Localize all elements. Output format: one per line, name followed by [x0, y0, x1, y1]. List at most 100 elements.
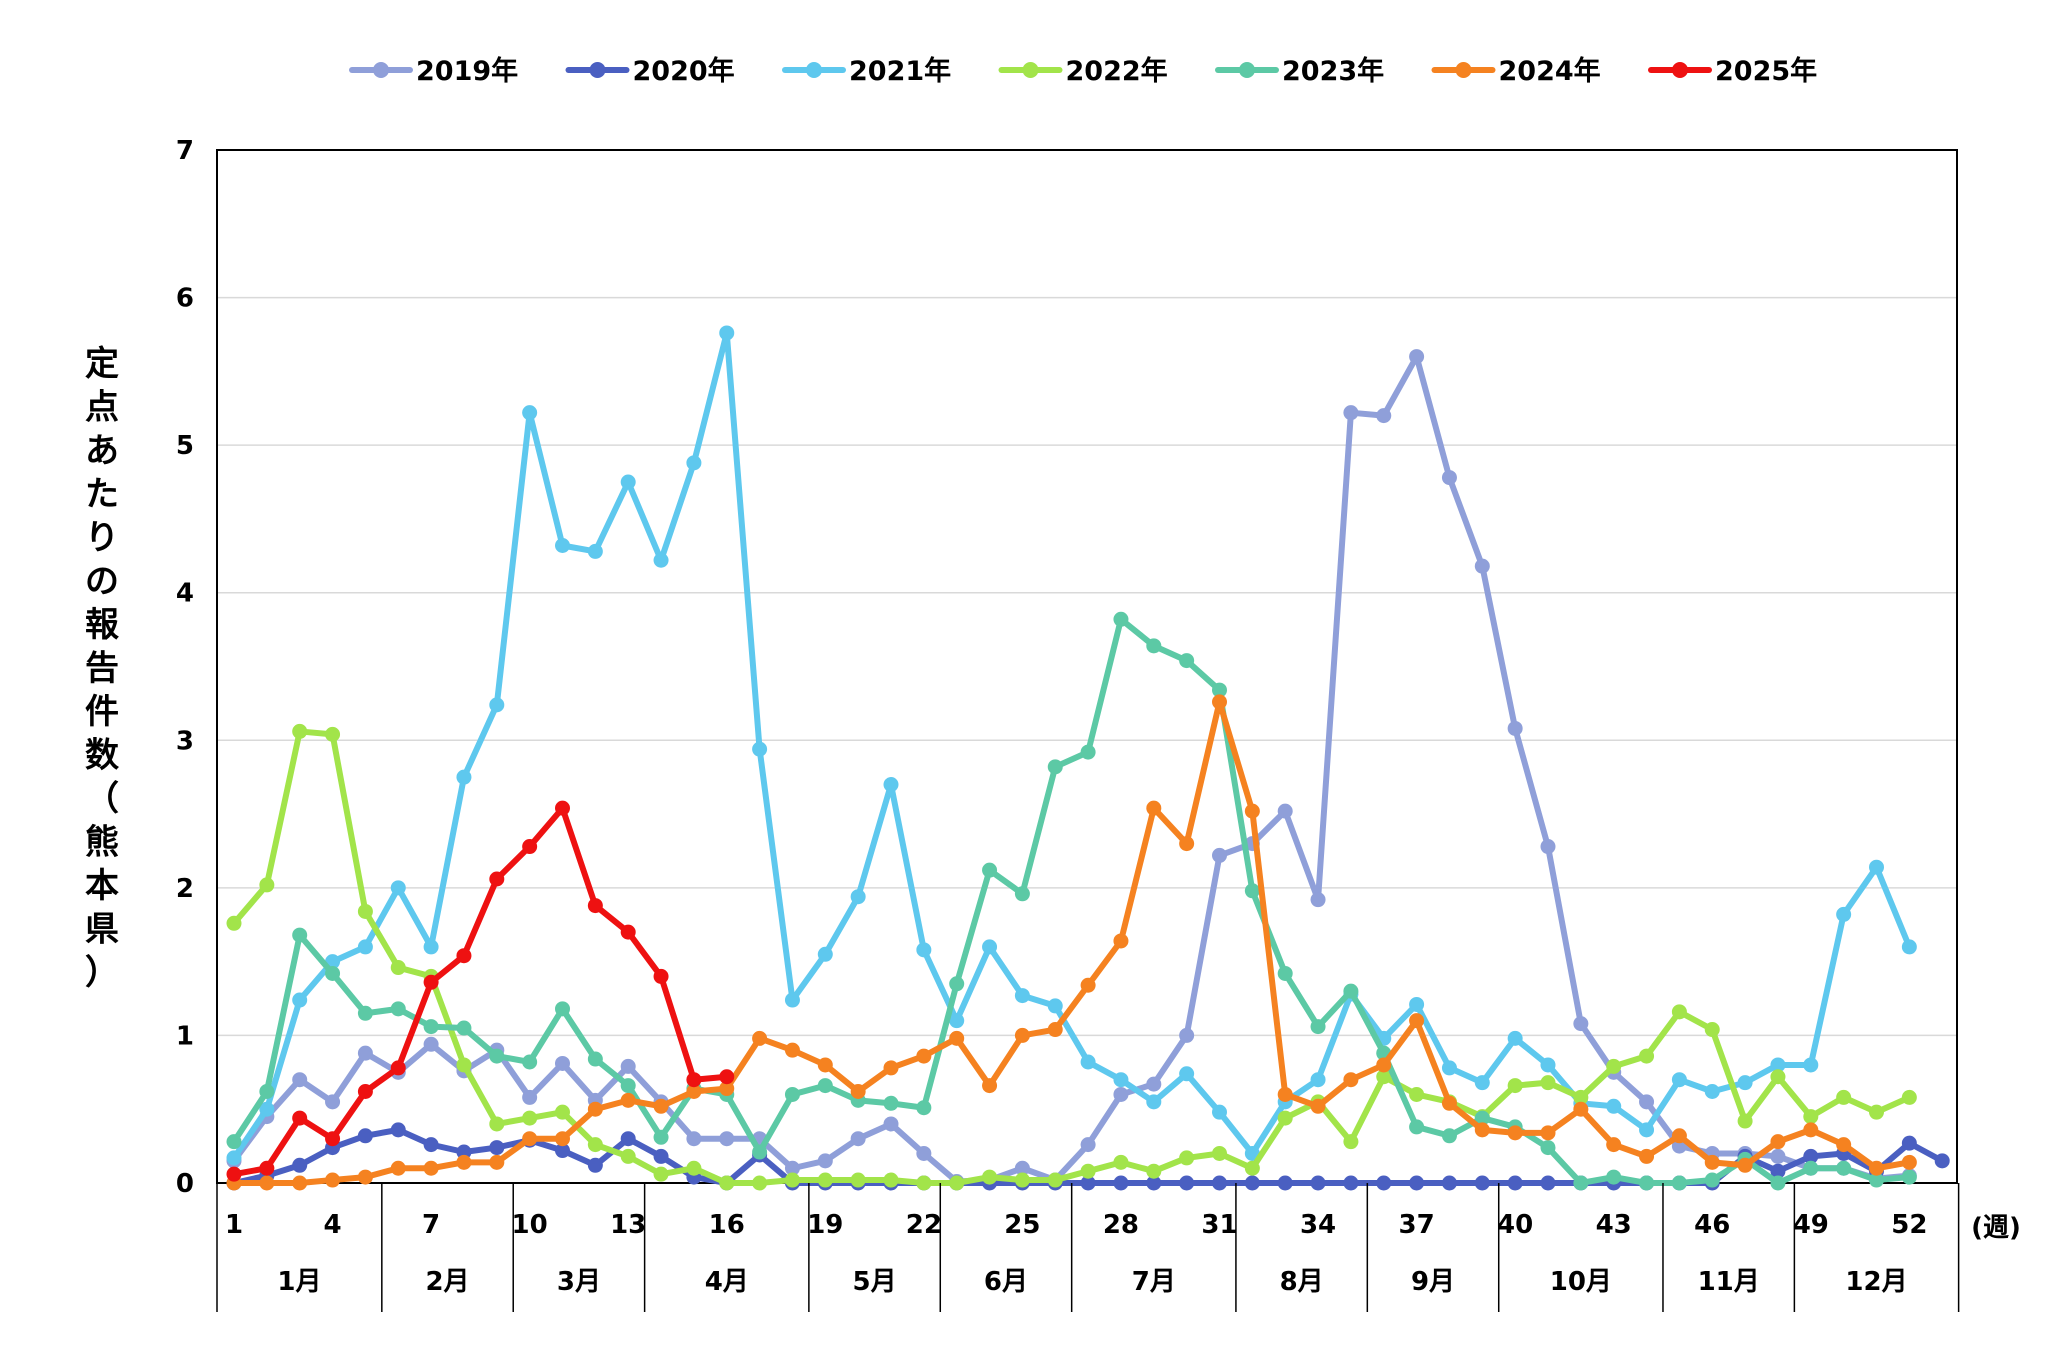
y-tick-label: 1	[176, 1021, 194, 1051]
month-label: 1月	[277, 1267, 321, 1297]
data-point	[1770, 1134, 1786, 1150]
data-point	[817, 1078, 833, 1094]
data-point	[456, 769, 472, 785]
data-point	[1770, 1163, 1786, 1179]
data-point	[555, 1055, 570, 1071]
data-point	[850, 1131, 866, 1147]
data-point	[390, 1060, 406, 1076]
data-point	[1540, 1140, 1556, 1156]
y-tick-label: 6	[176, 284, 194, 314]
data-point	[1441, 1175, 1457, 1191]
y-axis-ticks: 0 1 2 3 4 5 6 7	[176, 136, 194, 1199]
data-point	[1277, 1175, 1293, 1191]
data-point	[1014, 988, 1030, 1004]
data-point	[1441, 1095, 1457, 1111]
data-point	[883, 1116, 899, 1132]
y-tick-label: 0	[176, 1169, 194, 1199]
data-point	[620, 1092, 636, 1108]
data-point	[357, 1128, 373, 1144]
data-point	[620, 1058, 636, 1074]
data-point	[1770, 1069, 1786, 1085]
data-point	[719, 1069, 735, 1085]
data-point	[1146, 800, 1162, 816]
data-point	[390, 1160, 406, 1176]
data-point	[1803, 1109, 1819, 1125]
data-point	[883, 777, 899, 793]
data-point	[1770, 1148, 1786, 1164]
data-point	[555, 537, 570, 553]
data-point	[1146, 1175, 1162, 1191]
data-point	[292, 1072, 308, 1088]
data-point	[226, 1166, 242, 1182]
data-point	[1474, 1075, 1490, 1091]
x-tick-label: 49	[1793, 1210, 1829, 1240]
data-point	[555, 1001, 570, 1017]
data-point	[653, 552, 669, 568]
data-point	[752, 1175, 768, 1191]
data-point	[883, 1172, 899, 1188]
data-point	[1639, 1094, 1655, 1110]
series-line	[231, 698, 1913, 1186]
data-point	[883, 1060, 899, 1076]
data-point	[259, 1160, 275, 1176]
data-point	[325, 1131, 341, 1147]
data-point	[620, 1148, 636, 1164]
data-point	[949, 976, 965, 992]
data-point	[916, 1145, 932, 1161]
data-point	[1376, 1175, 1392, 1191]
legend-item: 2023年	[1215, 55, 1384, 87]
data-point	[1343, 1175, 1359, 1191]
data-point	[982, 1078, 998, 1094]
plot-area-border	[216, 149, 1958, 1184]
data-point	[259, 1084, 275, 1100]
data-point	[1639, 1148, 1655, 1164]
data-point	[1573, 1101, 1589, 1117]
data-point	[357, 1084, 373, 1100]
data-point	[1376, 1069, 1392, 1085]
data-point	[1901, 1154, 1917, 1170]
data-point	[949, 1175, 965, 1191]
data-point	[1113, 933, 1129, 949]
legend-swatch-marker	[373, 62, 389, 78]
data-point	[1540, 1125, 1556, 1141]
data-point	[1310, 892, 1326, 908]
data-point	[357, 939, 373, 955]
y-tick-label: 5	[176, 431, 194, 461]
month-label: 11月	[1698, 1267, 1760, 1297]
data-point	[1540, 1075, 1556, 1091]
y-tick-label: 3	[176, 726, 194, 756]
legend-item: 2025年	[1648, 55, 1817, 87]
legend-label: 2022年	[1066, 55, 1168, 87]
data-point	[916, 1175, 932, 1191]
data-point	[1770, 1175, 1786, 1191]
data-point	[719, 1081, 735, 1097]
data-point	[719, 1131, 735, 1147]
data-point	[357, 1169, 373, 1185]
data-point	[1277, 803, 1293, 819]
data-point	[719, 1175, 735, 1191]
data-point	[686, 1131, 702, 1147]
data-point	[850, 889, 866, 905]
data-point	[456, 1057, 472, 1073]
data-point	[292, 992, 308, 1008]
data-point	[784, 1172, 800, 1188]
data-point	[1179, 653, 1195, 669]
data-point	[1671, 1128, 1687, 1144]
data-point	[1047, 1172, 1063, 1188]
data-point	[1836, 906, 1852, 922]
data-point	[784, 992, 800, 1008]
data-point	[292, 1175, 308, 1191]
data-point	[423, 974, 439, 990]
data-point	[1014, 1027, 1030, 1043]
data-point	[489, 1048, 505, 1064]
data-point	[1507, 1078, 1523, 1094]
data-point	[1803, 1160, 1819, 1176]
data-point	[292, 927, 308, 943]
data-point	[1343, 983, 1359, 999]
data-point	[1212, 682, 1227, 698]
data-point	[1310, 1175, 1326, 1191]
data-point	[1212, 1175, 1227, 1191]
data-point	[1244, 1160, 1260, 1176]
data-point	[1409, 1013, 1425, 1029]
data-point	[1080, 1054, 1096, 1070]
